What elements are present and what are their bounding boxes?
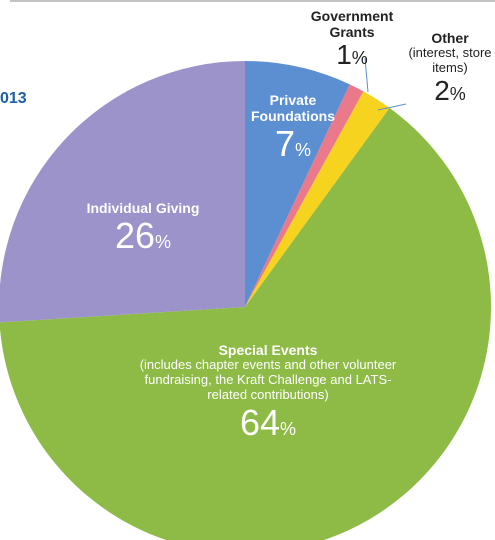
category-name: Other <box>431 30 469 46</box>
leader-line <box>364 57 369 93</box>
value-label: 1% <box>302 39 402 71</box>
leader-line <box>377 103 407 111</box>
value-unit: % <box>155 232 172 253</box>
value-number: 7 <box>274 123 295 165</box>
value-unit: % <box>295 140 312 161</box>
slice-label: Government Grants 1% <box>302 8 402 71</box>
category-name: Private Foundations <box>251 92 335 125</box>
slice-label: Individual Giving 26% <box>63 200 223 256</box>
value-label: 64% <box>128 403 408 443</box>
value-number: 1 <box>336 39 352 71</box>
value-unit: % <box>280 418 297 439</box>
value-label: 7% <box>243 124 343 164</box>
pie-slice <box>0 61 245 323</box>
pie-slice <box>245 91 390 307</box>
pie-slice <box>245 61 350 307</box>
value-unit: % <box>449 83 466 104</box>
category-note: (includes chapter events and other volun… <box>139 357 397 402</box>
slice-label: Private Foundations 7% <box>243 92 343 164</box>
value-unit: % <box>351 48 368 69</box>
chart-title: 013 <box>0 90 27 107</box>
value-number: 64 <box>239 401 281 443</box>
value-label: 26% <box>63 216 223 256</box>
pie-slice <box>245 84 364 308</box>
value-number: 26 <box>114 215 156 257</box>
pie-slice <box>0 107 491 540</box>
value-number: 2 <box>434 74 450 106</box>
category-note: (interest, store items) <box>408 45 492 76</box>
slice-label: Special Events (includes chapter events a… <box>128 342 408 443</box>
category-name: Special Events <box>218 342 318 358</box>
value-label: 2% <box>405 74 495 107</box>
category-name: Government Grants <box>310 8 394 41</box>
category-name: Individual Giving <box>86 200 200 216</box>
slice-label: Other (interest, store items) 2% <box>405 30 495 107</box>
